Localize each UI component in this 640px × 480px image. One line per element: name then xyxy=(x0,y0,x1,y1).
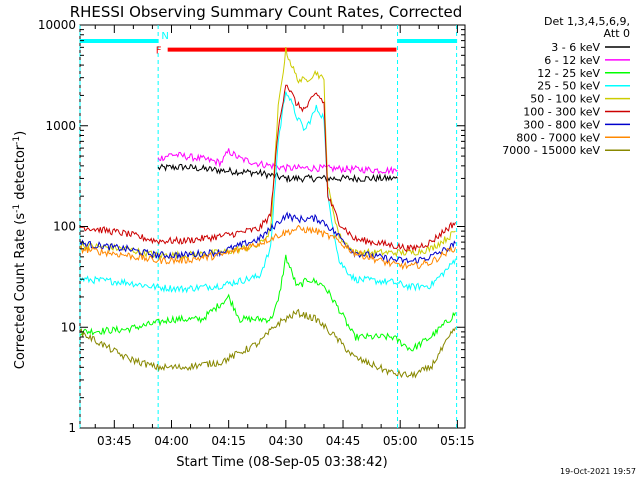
series-line-3 xyxy=(79,91,456,294)
night-flag-label: N xyxy=(161,31,168,42)
series-line-5 xyxy=(80,84,456,253)
x-tick-label: 04:00 xyxy=(154,434,189,448)
series-layer xyxy=(79,47,456,379)
legend-label: 6 - 12 keV xyxy=(544,54,600,67)
axes-layer: 1 10 100 1000 10000 03:45 04:00 04:15 04:30 04:45… xyxy=(38,18,475,448)
legend-header: Att 0 xyxy=(604,27,630,40)
series-line-7 xyxy=(79,224,456,271)
legend-label: 3 - 6 keV xyxy=(551,41,600,54)
x-axis-label: Start Time (08-Sep-05 03:38:42) xyxy=(176,455,387,470)
legend-label: 50 - 100 keV xyxy=(530,93,600,106)
x-tick-label: 03:45 xyxy=(97,434,132,448)
x-tick-label: 05:15 xyxy=(440,434,475,448)
chart-title: RHESSI Observing Summary Count Rates, Co… xyxy=(70,3,463,21)
x-tick-label: 04:30 xyxy=(269,434,304,448)
y-tick-label: 1000 xyxy=(45,119,76,133)
x-tick-label: 04:45 xyxy=(326,434,361,448)
y-tick-label: 100 xyxy=(53,220,76,234)
legend-label: 25 - 50 keV xyxy=(537,80,600,93)
timestamp: 19-Oct-2021 19:57 xyxy=(560,467,636,476)
series-line-1 xyxy=(157,148,398,175)
y-axis-label: Corrected Count Rate (s-1 detector-1) xyxy=(12,131,28,369)
x-tick-label: 05:00 xyxy=(383,434,418,448)
flare-flag-label: F xyxy=(156,46,162,57)
series-line-2 xyxy=(79,254,456,352)
legend-label: 100 - 300 keV xyxy=(523,106,600,119)
series-line-8 xyxy=(79,308,456,379)
legend-header: Det 1,3,4,5,6,9, xyxy=(544,15,630,28)
night-and-attenuator-bands: FN xyxy=(79,25,458,428)
legend-label: 12 - 25 keV xyxy=(537,67,600,80)
x-tick-label: 04:15 xyxy=(211,434,246,448)
series-line-0 xyxy=(157,163,398,184)
series-line-6 xyxy=(79,211,456,265)
legend-label: 800 - 7000 keV xyxy=(516,131,600,144)
series-line-4 xyxy=(79,47,456,260)
legend-label: 300 - 800 keV xyxy=(523,118,600,131)
legend-label: 7000 - 15000 keV xyxy=(502,144,600,157)
y-tick-label: 1 xyxy=(68,421,76,435)
y-tick-label: 10 xyxy=(61,320,76,334)
y-tick-label: 10000 xyxy=(38,18,76,32)
